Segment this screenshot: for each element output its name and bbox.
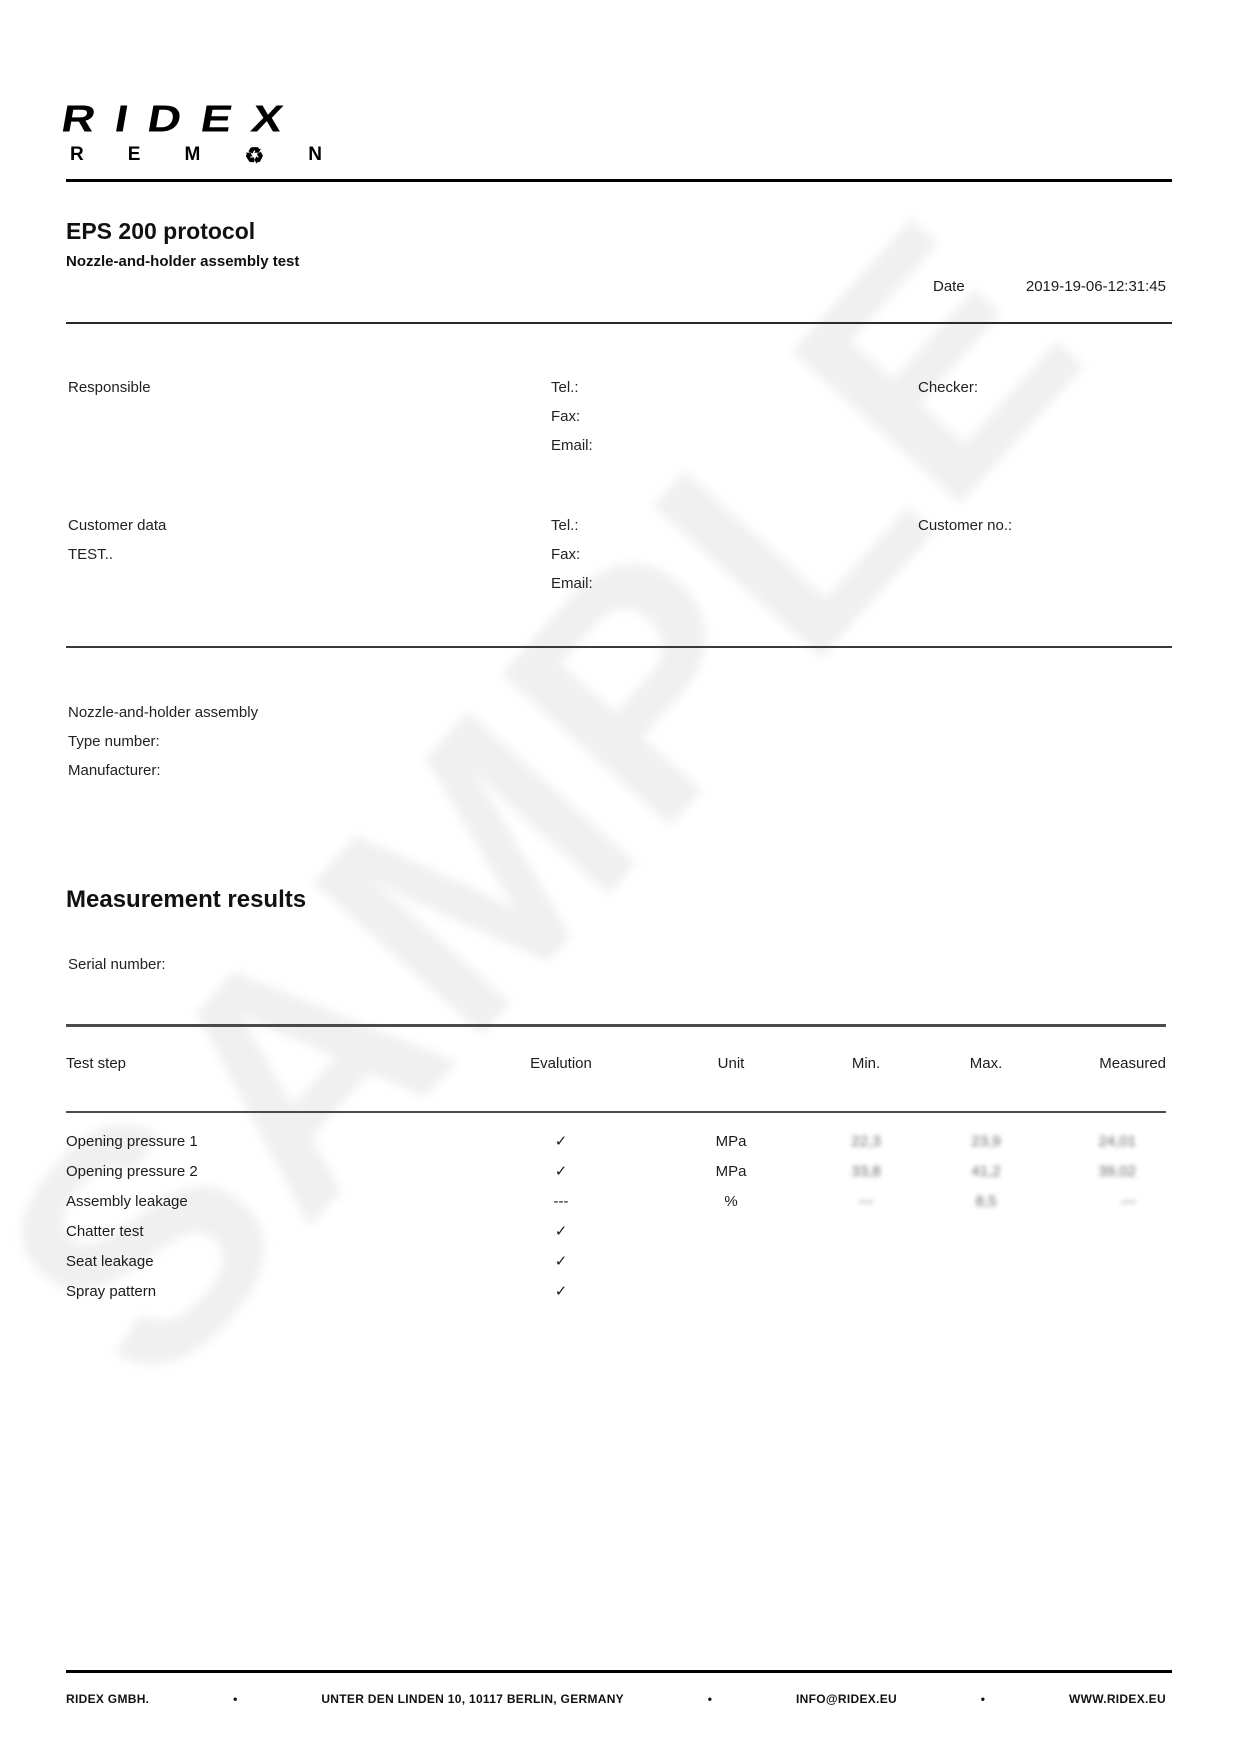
footer-divider (66, 1670, 1172, 1673)
cell-measured (1046, 1277, 1166, 1307)
customer-email-label: Email: (551, 575, 593, 592)
table-row: Opening pressure 1 ✓ MPa 22,3 23,9 24,01 (66, 1127, 1166, 1157)
table-header-rule (66, 1111, 1166, 1113)
cell-min (806, 1217, 926, 1247)
page-subtitle: Nozzle-and-holder assembly test (66, 253, 300, 270)
responsible-email-label: Email: (551, 437, 593, 454)
reman-letter-r: R (70, 144, 84, 165)
cell-max: 8,5 (975, 1193, 997, 1210)
recycle-icon: ♻ (244, 142, 265, 168)
cell-test-step: Seat leakage (66, 1253, 154, 1270)
footer-bullet: • (707, 1692, 713, 1706)
table-header-row: Test step Evalution Unit Min. Max. Measu… (66, 1027, 1166, 1111)
cell-max (926, 1247, 1046, 1277)
responsible-label: Responsible (68, 379, 151, 396)
cell-max (926, 1277, 1046, 1307)
col-header-min: Min. (851, 1055, 881, 1072)
cell-measured: 24,01 (1098, 1133, 1136, 1150)
manufacturer-label: Manufacturer: (68, 762, 161, 779)
table-row: Assembly leakage --- % --- 8,5 --- (66, 1187, 1166, 1217)
col-header-test-step: Test step (66, 1055, 127, 1072)
cell-max (926, 1217, 1046, 1247)
reman-letter-e: E (127, 144, 141, 165)
footer-bullet: • (980, 1692, 986, 1706)
cell-evaluation: --- (553, 1193, 569, 1210)
cell-unit (656, 1277, 806, 1307)
footer-email: INFO@RIDEX.EU (796, 1692, 897, 1706)
cell-measured (1046, 1247, 1166, 1277)
customer-fax-label: Fax: (551, 546, 581, 563)
cell-min (806, 1247, 926, 1277)
cell-unit: % (724, 1193, 738, 1210)
cell-unit (656, 1217, 806, 1247)
cell-test-step: Chatter test (66, 1223, 144, 1240)
checkmark-icon: ✓ (554, 1163, 568, 1180)
cell-min: 22,3 (851, 1133, 881, 1150)
checkmark-icon: ✓ (554, 1253, 568, 1270)
cell-min (806, 1277, 926, 1307)
footer-website: WWW.RIDEX.EU (1068, 1692, 1166, 1706)
footer-address: UNTER DEN LINDEN 10, 10117 BERLIN, GERMA… (321, 1692, 624, 1706)
type-number-label: Type number: (68, 733, 160, 750)
cell-min: 33,8 (851, 1163, 881, 1180)
date-label: Date (933, 278, 965, 295)
page-title: EPS 200 protocol (66, 218, 256, 244)
cell-measured: 39,02 (1098, 1163, 1136, 1180)
assembly-title: Nozzle-and-holder assembly (68, 704, 259, 721)
table-row: Opening pressure 2 ✓ MPa 33,8 41,2 39,02 (66, 1157, 1166, 1187)
col-header-measured: Measured (1099, 1055, 1166, 1072)
checkmark-icon: ✓ (554, 1133, 568, 1150)
customer-divider (66, 646, 1172, 648)
footer: RIDEX GMBH. • UNTER DEN LINDEN 10, 10117… (66, 1692, 1166, 1706)
header-divider (66, 179, 1172, 182)
cell-min: --- (858, 1193, 874, 1210)
reman-logo-line: R E M ♻ N (70, 144, 322, 166)
reman-letter-m: M (184, 144, 201, 165)
measurement-results-heading: Measurement results (66, 886, 307, 913)
checkmark-icon: ✓ (554, 1223, 568, 1240)
cell-test-step: Spray pattern (66, 1283, 157, 1300)
footer-company: RIDEX GMBH. (66, 1692, 150, 1706)
date-value: 2019-19-06-12:31:45 (1025, 278, 1166, 295)
title-divider (66, 322, 1172, 324)
cell-unit: MPa (715, 1163, 747, 1180)
cell-measured (1046, 1217, 1166, 1247)
serial-number-label: Serial number: (68, 956, 166, 973)
cell-unit (656, 1247, 806, 1277)
table-row: Spray pattern ✓ (66, 1277, 1166, 1307)
ridex-logo: RIDEX (58, 96, 307, 140)
reman-letter-n: N (308, 144, 322, 165)
customer-no-label: Customer no.: (918, 517, 1013, 534)
checkmark-icon: ✓ (554, 1283, 568, 1300)
responsible-tel-label: Tel.: (551, 379, 579, 396)
table-top-rule (66, 1024, 1166, 1027)
cell-unit: MPa (715, 1133, 747, 1150)
customer-tel-label: Tel.: (551, 517, 579, 534)
cell-test-step: Opening pressure 1 (66, 1133, 198, 1150)
table-row: Chatter test ✓ (66, 1217, 1166, 1247)
cell-max: 23,9 (971, 1133, 1001, 1150)
responsible-fax-label: Fax: (551, 408, 581, 425)
customer-name: TEST.. (68, 546, 114, 563)
cell-measured: --- (1121, 1193, 1136, 1210)
cell-test-step: Opening pressure 2 (66, 1163, 198, 1180)
measurement-table: Test step Evalution Unit Min. Max. Measu… (66, 1024, 1166, 1307)
col-header-max: Max. (969, 1055, 1003, 1072)
col-header-unit: Unit (717, 1055, 745, 1072)
footer-bullet: • (233, 1692, 238, 1706)
checker-label: Checker: (918, 379, 979, 396)
cell-max: 41,2 (971, 1163, 1001, 1180)
col-header-evaluation: Evalution (530, 1055, 592, 1072)
customer-data-label: Customer data (68, 517, 167, 534)
cell-test-step: Assembly leakage (66, 1193, 188, 1210)
table-spacer (66, 1113, 1166, 1127)
table-row: Seat leakage ✓ (66, 1247, 1166, 1277)
